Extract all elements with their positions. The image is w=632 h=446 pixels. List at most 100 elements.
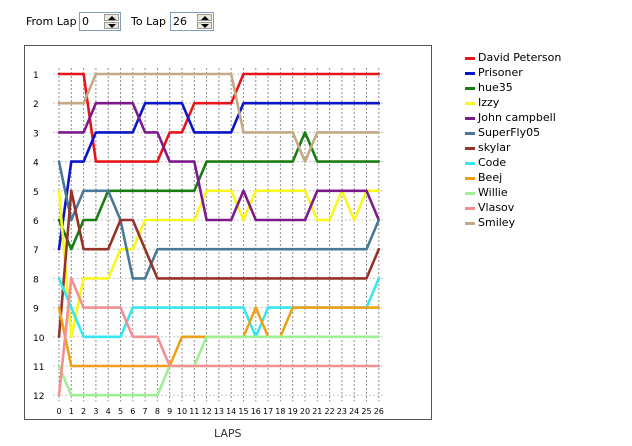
legend-label: Vlasov xyxy=(478,201,515,214)
legend-label: hue35 xyxy=(478,81,513,94)
legend-label: Willie xyxy=(478,186,508,199)
x-tick-label: 20 xyxy=(300,407,310,416)
legend-item: David Peterson xyxy=(462,51,602,66)
to-lap-spinner[interactable] xyxy=(170,12,214,31)
legend-item: John campbell xyxy=(462,111,602,126)
x-tick-label: 1 xyxy=(69,407,74,416)
x-tick-label: 7 xyxy=(143,407,148,416)
x-tick-label: 10 xyxy=(177,407,187,416)
y-tick-label: 12 xyxy=(33,392,44,402)
chart-frame: 1 2 3 4 5 6 7 8 9 10 11 12 0 1 2 3 4 5 6 7 8 9 10 11 12 13 14 15 16 1… xyxy=(24,45,432,420)
x-tick-label: 13 xyxy=(214,407,224,416)
series-line xyxy=(57,72,381,163)
legend: David Peterson Prisoner hue35 Izzy John camp… xyxy=(462,51,602,231)
x-tick-label: 0 xyxy=(56,407,61,416)
x-tick-label: 9 xyxy=(167,407,172,416)
x-tick-label: 18 xyxy=(275,407,285,416)
legend-label: skylar xyxy=(478,141,511,154)
series-line xyxy=(57,72,381,163)
series-line xyxy=(57,277,381,397)
legend-label: John campbell xyxy=(478,111,556,124)
x-tick-label: 11 xyxy=(189,407,199,416)
series-line xyxy=(57,101,381,222)
to-lap-input[interactable] xyxy=(173,14,199,29)
y-tick-label: 4 xyxy=(33,159,39,169)
legend-item: hue35 xyxy=(462,81,602,96)
x-axis-label: LAPS xyxy=(214,427,242,440)
y-tick-label: 9 xyxy=(33,305,39,315)
x-tick-label: 16 xyxy=(251,407,261,416)
series-line xyxy=(57,131,381,251)
to-lap-label: To Lap xyxy=(131,15,166,28)
legend-swatch xyxy=(465,147,475,150)
x-tick-label: 17 xyxy=(263,407,273,416)
legend-label: Izzy xyxy=(478,96,500,109)
legend-item: Code xyxy=(462,156,602,171)
y-tick-label: 11 xyxy=(33,363,44,373)
y-tick-label: 10 xyxy=(33,334,45,344)
x-tick-label: 15 xyxy=(238,407,248,416)
legend-swatch xyxy=(465,72,475,75)
y-tick-label: 1 xyxy=(33,71,39,81)
legend-swatch xyxy=(465,222,475,225)
x-tick-label: 22 xyxy=(325,407,335,416)
arrow-down-icon xyxy=(108,24,116,28)
x-tick-label: 21 xyxy=(312,407,322,416)
legend-label: Code xyxy=(478,156,507,169)
legend-swatch xyxy=(465,102,475,105)
legend-label: Beej xyxy=(478,171,503,184)
legend-item: Vlasov xyxy=(462,201,602,216)
arrow-up-icon xyxy=(201,16,209,20)
x-tick-label: 26 xyxy=(374,407,384,416)
x-tick-label: 24 xyxy=(349,407,359,416)
series-line xyxy=(57,189,381,339)
legend-label: Prisoner xyxy=(478,66,523,79)
x-tick-label: 25 xyxy=(361,407,371,416)
from-lap-input[interactable] xyxy=(82,14,108,29)
legend-item: Willie xyxy=(462,186,602,201)
x-tick-label: 4 xyxy=(106,407,111,416)
legend-label: David Peterson xyxy=(478,51,562,64)
x-tick-label: 23 xyxy=(337,407,347,416)
arrow-down-icon xyxy=(201,24,209,28)
from-lap-decrement-button[interactable] xyxy=(104,22,119,29)
legend-swatch xyxy=(465,57,475,60)
legend-swatch xyxy=(465,162,475,165)
legend-swatch xyxy=(465,132,475,135)
x-tick-label: 19 xyxy=(288,407,298,416)
to-lap-increment-button[interactable] xyxy=(197,14,212,21)
series-line xyxy=(57,189,381,339)
legend-item: SuperFly05 xyxy=(462,126,602,141)
legend-item: Izzy xyxy=(462,96,602,111)
legend-swatch xyxy=(465,87,475,90)
legend-swatch xyxy=(465,192,475,195)
from-lap-spinner[interactable] xyxy=(79,12,121,31)
legend-label: Smiley xyxy=(478,216,516,229)
y-tick-label: 8 xyxy=(33,275,39,285)
y-tick-label: 3 xyxy=(33,129,39,139)
legend-label: SuperFly05 xyxy=(478,126,541,139)
x-tick-label: 8 xyxy=(155,407,160,416)
series-line xyxy=(57,335,381,397)
x-tick-label: 6 xyxy=(130,407,135,416)
from-lap-label: From Lap xyxy=(26,15,77,28)
legend-swatch xyxy=(465,177,475,180)
series-line xyxy=(57,160,381,280)
y-tick-label: 6 xyxy=(33,217,39,227)
from-lap-increment-button[interactable] xyxy=(104,14,119,21)
x-tick-label: 5 xyxy=(118,407,123,416)
series-line xyxy=(57,101,381,251)
legend-swatch xyxy=(465,117,475,120)
to-lap-decrement-button[interactable] xyxy=(197,22,212,29)
arrow-up-icon xyxy=(108,16,116,20)
x-tick-label: 14 xyxy=(226,407,236,416)
x-tick-label: 2 xyxy=(81,407,86,416)
legend-item: Prisoner xyxy=(462,66,602,81)
x-tick-label: 12 xyxy=(202,407,212,416)
legend-item: Smiley xyxy=(462,216,602,231)
legend-item: skylar xyxy=(462,141,602,156)
y-tick-label: 2 xyxy=(33,100,39,110)
y-tick-label: 7 xyxy=(33,246,39,256)
x-tick-label: 3 xyxy=(93,407,98,416)
